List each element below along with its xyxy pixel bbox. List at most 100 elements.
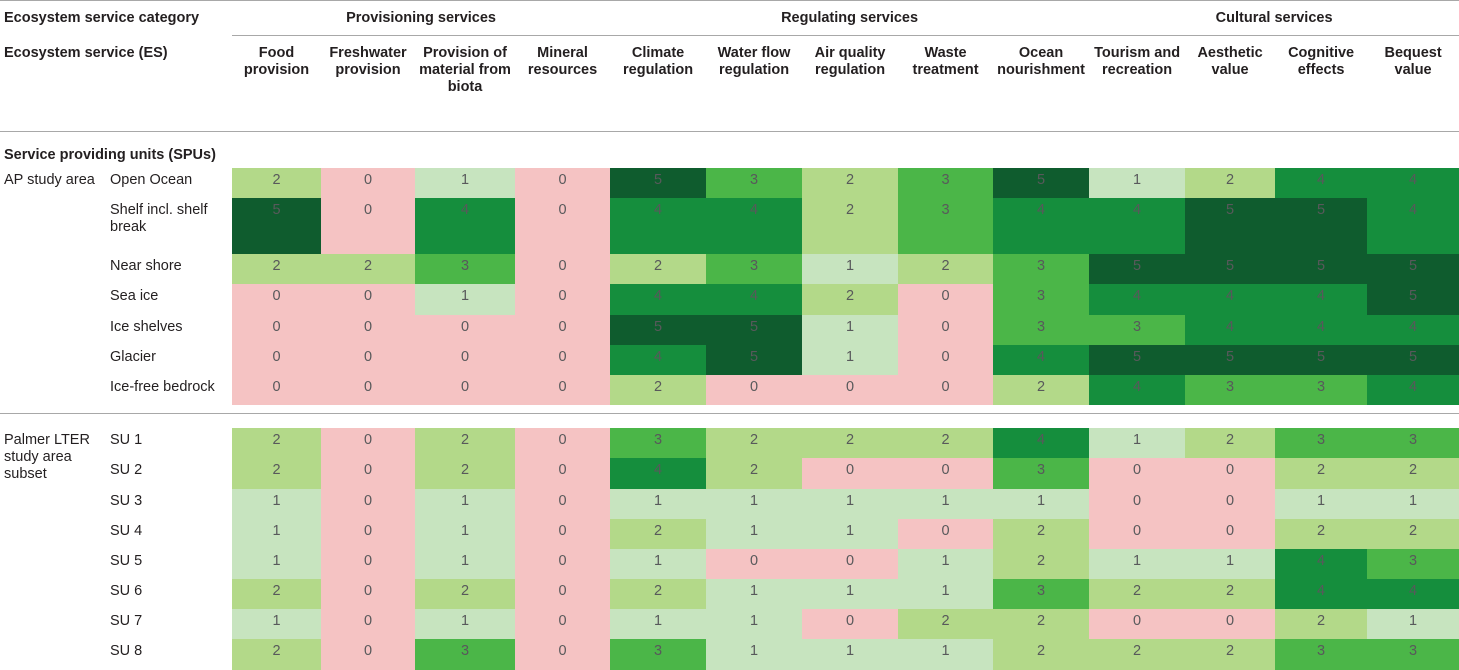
score-cell: 1 — [415, 548, 516, 580]
score-cell: 0 — [515, 518, 611, 549]
spu-label: SU 8 — [110, 643, 143, 660]
score-cell: 3 — [706, 168, 803, 199]
score-cell: 4 — [1275, 548, 1368, 580]
score-cell: 5 — [706, 344, 803, 375]
score-cell: 3 — [1367, 639, 1459, 670]
score-cell: 2 — [1185, 168, 1276, 199]
score-cell: 2 — [1185, 639, 1276, 670]
service-header: Water flow regulation — [706, 35, 803, 132]
score-cell: 0 — [1185, 488, 1276, 519]
score-cell: 4 — [610, 458, 707, 489]
score-cell: 0 — [1089, 458, 1186, 489]
spu-label: Open Ocean — [110, 172, 193, 188]
score-cell: 5 — [1089, 344, 1186, 375]
score-cell: 4 — [1275, 168, 1368, 199]
service-header: Aesthetic value — [1185, 35, 1276, 132]
score-cell: 0 — [515, 168, 611, 199]
score-cell: 0 — [802, 374, 899, 406]
score-cell: 2 — [321, 254, 416, 285]
score-cell: 2 — [1089, 639, 1186, 670]
score-cell: 0 — [898, 374, 994, 406]
score-cell: 0 — [515, 254, 611, 285]
score-cell: 1 — [1089, 548, 1186, 580]
score-cell: 1 — [232, 488, 322, 519]
score-cell: 0 — [321, 639, 416, 670]
service-header: Freshwater provision — [321, 35, 416, 132]
score-cell: 0 — [515, 314, 611, 345]
score-cell: 4 — [1185, 314, 1276, 345]
score-cell: 5 — [706, 314, 803, 345]
score-cell: 3 — [898, 168, 994, 199]
score-cell: 4 — [1275, 284, 1368, 315]
score-cell: 2 — [610, 254, 707, 285]
score-cell: 0 — [515, 458, 611, 489]
spu-label: Sea ice — [110, 288, 159, 305]
score-cell: 1 — [993, 488, 1090, 519]
spu-label: Ice shelves — [110, 318, 183, 335]
table-row: Shelf incl. shelf break 5 0 4 0 4 4 2 3 4 4 5 5 4 — [0, 198, 1459, 255]
score-cell: 0 — [321, 428, 416, 459]
service-header: Ocean nourishment — [993, 35, 1090, 132]
score-cell: 0 — [706, 548, 803, 580]
score-cell: 2 — [610, 579, 707, 610]
score-cell: 2 — [232, 458, 322, 489]
score-cell: 0 — [321, 344, 416, 375]
score-cell: 0 — [898, 344, 994, 375]
score-cell: 4 — [1185, 284, 1276, 315]
score-cell: 4 — [706, 198, 803, 255]
area-separator — [0, 405, 1459, 415]
score-cell: 2 — [993, 374, 1090, 406]
score-cell: 0 — [232, 374, 322, 406]
score-cell: 5 — [1185, 344, 1276, 375]
service-header: Waste treatment — [898, 35, 994, 132]
score-cell: 2 — [802, 428, 899, 459]
score-cell: 1 — [1089, 428, 1186, 459]
table-row: Sea ice 0 0 1 0 4 4 2 0 3 4 4 4 5 — [0, 284, 1459, 315]
score-cell: 2 — [415, 579, 516, 610]
score-cell: 0 — [515, 344, 611, 375]
score-cell: 0 — [232, 314, 322, 345]
score-cell: 0 — [415, 344, 516, 375]
spu-label: Glacier — [110, 348, 156, 365]
spacer-cell — [0, 414, 1459, 429]
score-cell: 2 — [898, 254, 994, 285]
score-cell: 0 — [515, 548, 611, 580]
score-cell: 3 — [706, 254, 803, 285]
score-cell: 2 — [993, 548, 1090, 580]
score-cell: 1 — [415, 488, 516, 519]
score-cell: 3 — [1275, 374, 1368, 406]
score-cell: 0 — [321, 548, 416, 580]
score-cell: 1 — [898, 639, 994, 670]
score-cell: 2 — [1367, 458, 1459, 489]
score-cell: 1 — [802, 579, 899, 610]
score-cell: 1 — [706, 639, 803, 670]
score-cell: 2 — [1275, 609, 1368, 640]
score-cell: 5 — [1185, 198, 1276, 255]
score-cell: 2 — [232, 428, 322, 459]
service-header: Cognitive effects — [1275, 35, 1368, 132]
score-cell: 5 — [610, 314, 707, 345]
score-cell: 3 — [898, 198, 994, 255]
score-cell: 1 — [802, 639, 899, 670]
score-cell: 4 — [1089, 374, 1186, 406]
score-cell: 3 — [415, 254, 516, 285]
spu-label: Shelf incl. shelf break — [110, 202, 208, 236]
separator-line — [0, 405, 1459, 415]
score-cell: 3 — [1185, 374, 1276, 406]
service-header: Tourism and recreation — [1089, 35, 1186, 132]
score-cell: 3 — [1275, 639, 1368, 670]
spu-label: SU 4 — [110, 522, 143, 539]
score-cell: 1 — [1275, 488, 1368, 519]
spu-label: Service providing units (SPUs) — [4, 147, 216, 163]
score-cell: 5 — [1367, 254, 1459, 285]
score-cell: 1 — [1367, 488, 1459, 519]
spu-label: Near shore — [110, 258, 182, 275]
score-cell: 5 — [1367, 344, 1459, 375]
score-cell: 0 — [232, 284, 322, 315]
score-cell: 0 — [515, 609, 611, 640]
score-cell: 1 — [802, 314, 899, 345]
score-cell: 2 — [232, 254, 322, 285]
score-cell: 4 — [1367, 374, 1459, 406]
